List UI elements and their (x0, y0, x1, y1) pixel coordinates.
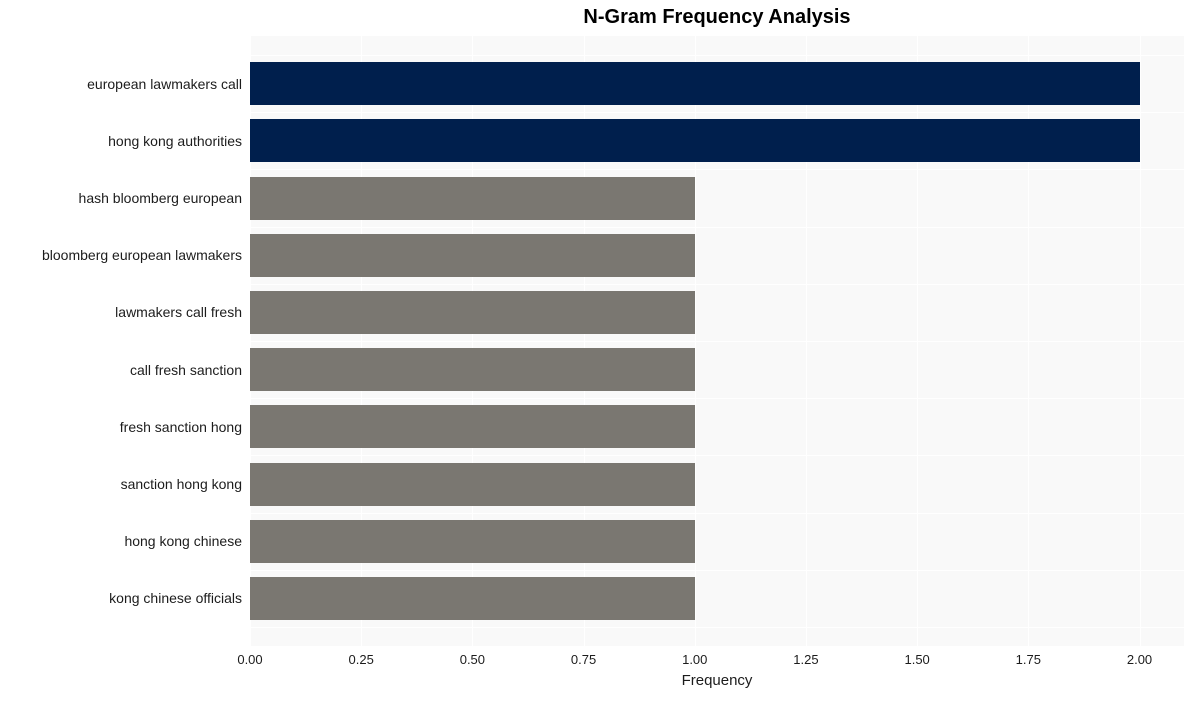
x-tick-label: 0.75 (571, 652, 596, 667)
x-axis-label: Frequency (250, 672, 1184, 689)
x-tick-label: 1.50 (904, 652, 929, 667)
bar (250, 577, 695, 620)
y-tick-label: sanction hong kong (2, 476, 242, 492)
bar (250, 405, 695, 448)
x-tick-label: 0.00 (237, 652, 262, 667)
y-tick-label: hong kong authorities (2, 133, 242, 149)
y-tick-label: hong kong chinese (2, 533, 242, 549)
gridline-horizontal (250, 169, 1184, 170)
gridline-horizontal (250, 227, 1184, 228)
y-tick-label: lawmakers call fresh (2, 304, 242, 320)
y-tick-label: fresh sanction hong (2, 419, 242, 435)
x-tick-label: 2.00 (1127, 652, 1152, 667)
gridline-horizontal (250, 398, 1184, 399)
gridline-horizontal (250, 341, 1184, 342)
bar (250, 520, 695, 563)
ngram-chart: N-Gram Frequency Analysis european lawma… (0, 0, 1192, 701)
gridline-horizontal (250, 112, 1184, 113)
bar (250, 177, 695, 220)
gridline-horizontal (250, 627, 1184, 628)
gridline-horizontal (250, 284, 1184, 285)
bar (250, 291, 695, 334)
y-tick-label: hash bloomberg european (2, 190, 242, 206)
x-tick-label: 1.00 (682, 652, 707, 667)
gridline-horizontal (250, 455, 1184, 456)
x-tick-label: 0.25 (349, 652, 374, 667)
plot-area (250, 36, 1184, 646)
bar (250, 119, 1140, 162)
bar (250, 463, 695, 506)
bar (250, 234, 695, 277)
gridline-horizontal (250, 55, 1184, 56)
y-tick-label: kong chinese officials (2, 590, 242, 606)
x-tick-label: 1.75 (1016, 652, 1041, 667)
chart-title: N-Gram Frequency Analysis (250, 6, 1184, 29)
gridline-horizontal (250, 570, 1184, 571)
x-tick-label: 1.25 (793, 652, 818, 667)
x-tick-label: 0.50 (460, 652, 485, 667)
y-tick-label: bloomberg european lawmakers (2, 247, 242, 263)
y-tick-label: european lawmakers call (2, 76, 242, 92)
gridline-horizontal (250, 513, 1184, 514)
bar (250, 348, 695, 391)
bar (250, 62, 1140, 105)
y-tick-label: call fresh sanction (2, 362, 242, 378)
